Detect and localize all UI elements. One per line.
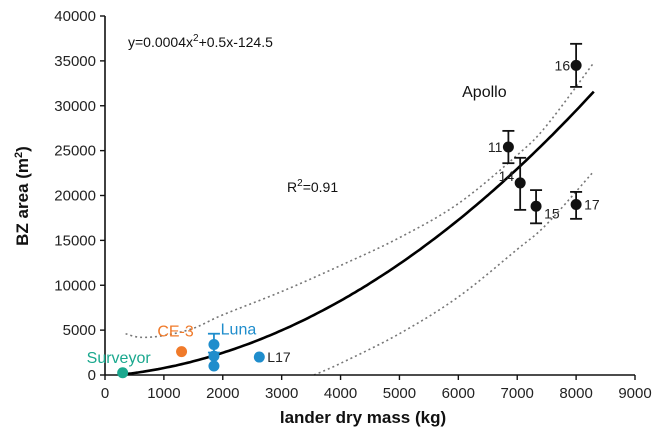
y-tick-label: 40000 [54,8,96,25]
equation-label: y=0.0004x2+0.5x-124.5 [128,33,273,50]
point-label: 11 [488,139,503,155]
x-tick-label: 0 [101,385,109,402]
x-tick-label: 9000 [618,385,651,402]
y-tick-label: 20000 [54,188,96,205]
data-point [208,360,220,372]
point-label: 14 [499,168,515,184]
y-tick-label: 10000 [54,277,96,294]
y-tick-label: 35000 [54,53,96,70]
group-labels: Surveyor CE-3 Luna Apollo [87,84,507,367]
group-label-surveyor: Surveyor [87,350,152,367]
y-tick-label: 0 [88,367,96,384]
lower-confidence-band [313,170,595,376]
x-tick-label: 7000 [501,385,534,402]
upper-confidence-band [125,62,595,339]
y-tick-label: 5000 [63,322,96,339]
x-tick-label: 6000 [442,385,475,402]
x-axis-title: lander dry mass (kg) [280,408,446,427]
x-tick-label: 2000 [206,385,239,402]
data-point [570,198,582,210]
data-point [530,200,542,212]
data-points: L17 11 14 15 16 17 [117,42,600,379]
data-point [514,177,526,189]
x-tick-label: 8000 [559,385,592,402]
y-axis-title: BZ area (m2) [13,146,32,246]
x-tick-label: 1000 [147,385,180,402]
y-tick-label: 30000 [54,98,96,115]
y-tick-label: 15000 [54,232,96,249]
y-tick-label: 25000 [54,143,96,160]
confidence-bands [125,62,595,376]
x-tick-label: 3000 [265,385,298,402]
x-tick-label: 4000 [324,385,357,402]
axes: 0 1000 2000 3000 4000 5000 6000 7000 8000 9000 0 50… [54,8,651,402]
data-point [253,351,265,363]
r-squared-label: R2=0.91 [287,178,338,195]
point-label: 15 [544,205,560,221]
point-label: 16 [555,57,571,73]
fit-curve [122,90,595,376]
data-point [208,338,220,350]
group-label-luna: Luna [221,322,257,339]
point-label: 17 [584,196,600,212]
data-point [208,350,220,362]
data-point [117,367,129,379]
group-label-apollo: Apollo [462,84,507,101]
group-label-ce-3: CE-3 [157,324,194,341]
data-point [502,141,514,153]
point-label: L17 [267,349,291,365]
data-point [570,59,582,71]
x-tick-label: 5000 [383,385,416,402]
data-point [176,346,188,358]
